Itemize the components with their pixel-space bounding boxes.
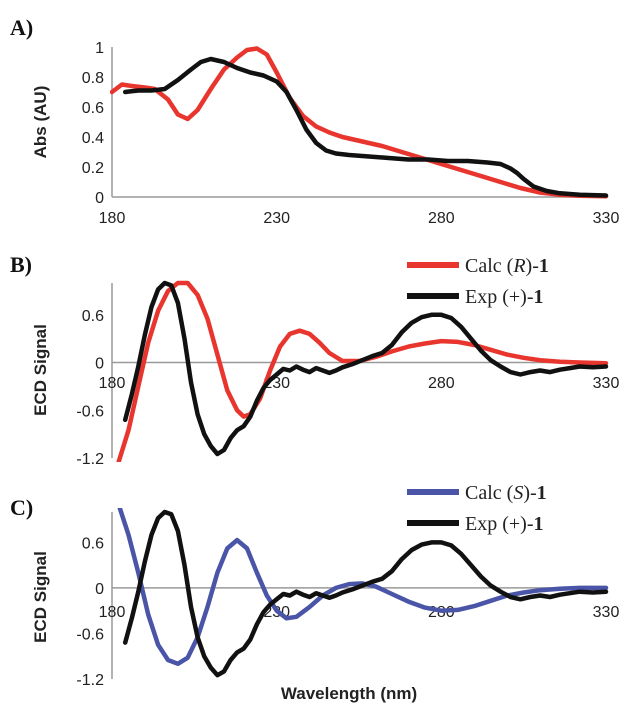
- y-tick-label: 0.6: [82, 535, 104, 552]
- x-tick-label: 330: [593, 375, 620, 392]
- y-tick-label: 0: [95, 581, 104, 598]
- legend-entry: Calc (R)-1: [465, 255, 549, 277]
- series-line-2: [122, 56, 609, 198]
- y-tick-label: 0: [95, 190, 104, 207]
- y-tick-label: 0.8: [82, 70, 104, 87]
- y-tick-label: 0.6: [82, 308, 104, 325]
- x-tick-label: 230: [263, 210, 290, 227]
- x-tick-label: 330: [593, 210, 620, 227]
- y-tick-label: -1.2: [76, 451, 104, 468]
- y-tick-label: 1: [95, 40, 104, 57]
- panel-1: A) Abs (AU) 0 0.2 0.4 0.6 0.8 1 180 230 280 330: [10, 15, 619, 227]
- panel-label: A): [10, 15, 33, 40]
- y-tick-label: 0.4: [82, 130, 104, 147]
- y-axis-label: ECD Signal: [31, 324, 50, 416]
- y-tick-label: -0.6: [76, 403, 104, 420]
- panel-label: B): [10, 252, 32, 277]
- x-axis-label: Wavelength (nm): [281, 684, 417, 703]
- x-tick-label: 180: [99, 604, 126, 621]
- x-tick-label: 330: [593, 604, 620, 621]
- y-tick-label: 0.2: [82, 160, 104, 177]
- legend-entry: Calc (S)-1: [465, 482, 547, 504]
- y-tick-label: -1.2: [76, 672, 104, 689]
- series-line-2: [122, 280, 609, 457]
- series-line-1: [117, 508, 609, 667]
- y-tick-label: 0.6: [82, 100, 104, 117]
- x-tick-label: 180: [99, 210, 126, 227]
- y-axis-label: ECD Signal: [31, 551, 50, 643]
- y-tick-label: -0.6: [76, 626, 104, 643]
- x-tick-label: 280: [428, 210, 455, 227]
- series-line-2: [122, 509, 609, 678]
- legend-entry: Exp (+)-1: [465, 513, 543, 535]
- x-tick-label: 180: [99, 375, 126, 392]
- series-line-1: [116, 280, 609, 462]
- y-axis-label: Abs (AU): [31, 86, 50, 159]
- legend-entry: Exp (+)-1: [465, 286, 543, 308]
- panel-label: C): [10, 495, 33, 520]
- y-tick-label: 0: [95, 356, 104, 373]
- x-tick-label: 280: [428, 375, 455, 392]
